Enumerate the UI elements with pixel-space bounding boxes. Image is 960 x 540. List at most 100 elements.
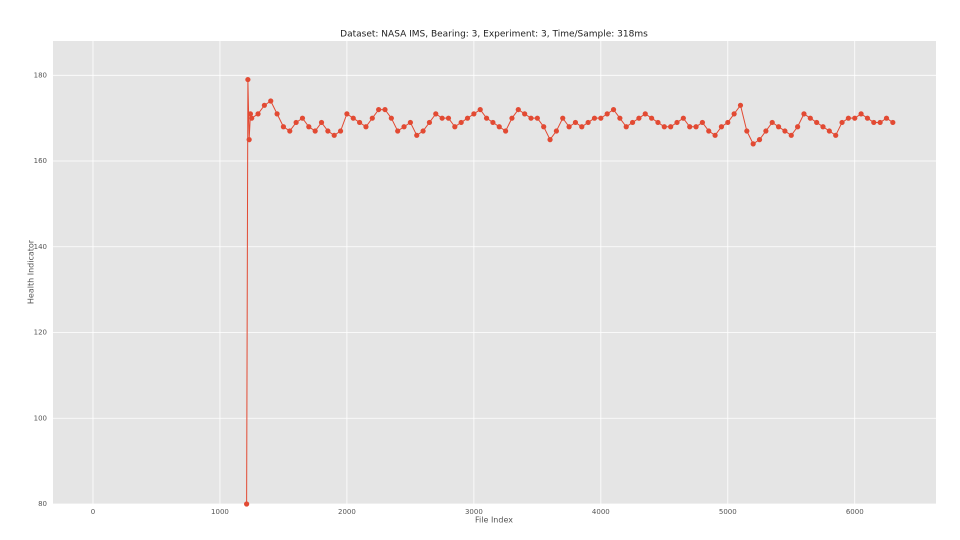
chart-title: Dataset: NASA IMS, Bearing: 3, Experimen… xyxy=(340,30,648,40)
x-tick-label: 5000 xyxy=(719,508,737,516)
data-point xyxy=(331,132,337,138)
x-tick-label: 1000 xyxy=(211,508,229,516)
data-point xyxy=(541,124,547,130)
data-point xyxy=(401,124,407,130)
data-point xyxy=(357,119,363,126)
data-point xyxy=(414,132,420,138)
data-point xyxy=(363,124,369,130)
data-point xyxy=(871,119,877,126)
data-point xyxy=(750,141,756,147)
data-point xyxy=(433,111,439,117)
data-point xyxy=(629,119,636,126)
data-point xyxy=(699,119,705,126)
data-point xyxy=(528,115,534,121)
y-tick-label: 140 xyxy=(34,243,47,251)
data-point xyxy=(312,128,318,134)
data-point xyxy=(325,128,331,134)
data-point xyxy=(318,119,325,126)
data-point xyxy=(337,128,344,134)
data-point xyxy=(763,128,769,134)
data-point xyxy=(775,124,782,130)
data-point xyxy=(445,115,452,121)
data-point xyxy=(833,132,839,138)
data-point xyxy=(246,137,252,143)
data-point xyxy=(388,115,394,121)
x-tick-label: 6000 xyxy=(846,508,864,516)
data-point xyxy=(522,111,528,117)
data-point xyxy=(839,119,845,126)
data-point xyxy=(858,111,864,117)
data-point xyxy=(661,124,667,130)
data-point xyxy=(623,124,629,130)
data-point xyxy=(883,115,890,121)
x-axis-label: File Index xyxy=(475,516,513,525)
y-tick-label: 120 xyxy=(34,329,47,337)
data-point xyxy=(287,128,293,134)
data-point xyxy=(706,128,712,134)
data-point xyxy=(604,111,610,117)
data-point xyxy=(490,119,496,126)
data-point xyxy=(737,102,744,108)
data-point xyxy=(572,119,579,126)
data-point xyxy=(553,128,559,134)
data-point xyxy=(547,137,553,143)
data-point xyxy=(439,115,445,121)
data-point xyxy=(534,115,540,121)
data-point xyxy=(395,128,401,134)
data-point xyxy=(274,111,280,117)
data-point xyxy=(350,115,356,121)
data-point xyxy=(503,128,509,134)
data-point xyxy=(247,111,254,117)
data-point xyxy=(649,115,655,121)
data-point xyxy=(458,119,464,126)
data-point xyxy=(585,119,591,126)
data-point xyxy=(788,132,794,138)
data-point xyxy=(280,124,287,130)
data-point xyxy=(515,106,521,113)
data-point xyxy=(496,124,502,130)
data-point xyxy=(306,124,312,130)
x-tick-label: 2000 xyxy=(338,508,356,516)
data-point xyxy=(376,106,382,113)
data-point xyxy=(566,124,572,130)
data-point xyxy=(560,115,566,121)
data-point xyxy=(509,115,515,121)
y-axis-label: Health Indicator xyxy=(27,239,36,304)
data-point xyxy=(807,115,813,121)
x-tick-label: 3000 xyxy=(465,508,483,516)
data-point xyxy=(782,128,788,134)
y-tick-label: 100 xyxy=(34,414,47,422)
plot-area xyxy=(53,41,936,504)
data-point xyxy=(382,106,388,113)
data-point xyxy=(718,124,725,130)
data-point xyxy=(245,76,251,83)
data-point xyxy=(255,111,261,117)
data-point xyxy=(693,124,699,130)
data-point xyxy=(655,119,661,126)
data-point xyxy=(636,115,642,121)
x-tick-label: 0 xyxy=(91,508,95,516)
data-point xyxy=(452,124,458,130)
data-point xyxy=(249,115,255,121)
data-point xyxy=(680,115,686,121)
data-point xyxy=(756,137,763,143)
data-point xyxy=(845,115,851,121)
data-point xyxy=(598,115,604,121)
x-tick-label: 4000 xyxy=(592,508,610,516)
data-point xyxy=(477,106,483,113)
y-tick-label: 160 xyxy=(34,157,47,165)
series-line xyxy=(246,79,894,505)
data-point xyxy=(579,124,585,130)
data-point xyxy=(483,115,490,121)
data-point xyxy=(731,111,737,117)
data-point xyxy=(668,124,674,130)
data-point xyxy=(407,119,413,126)
data-point xyxy=(642,111,648,117)
data-point xyxy=(420,128,426,134)
data-point xyxy=(674,119,680,126)
data-point xyxy=(261,102,267,108)
data-point xyxy=(471,111,477,117)
data-point xyxy=(826,128,832,134)
data-point xyxy=(687,124,693,130)
